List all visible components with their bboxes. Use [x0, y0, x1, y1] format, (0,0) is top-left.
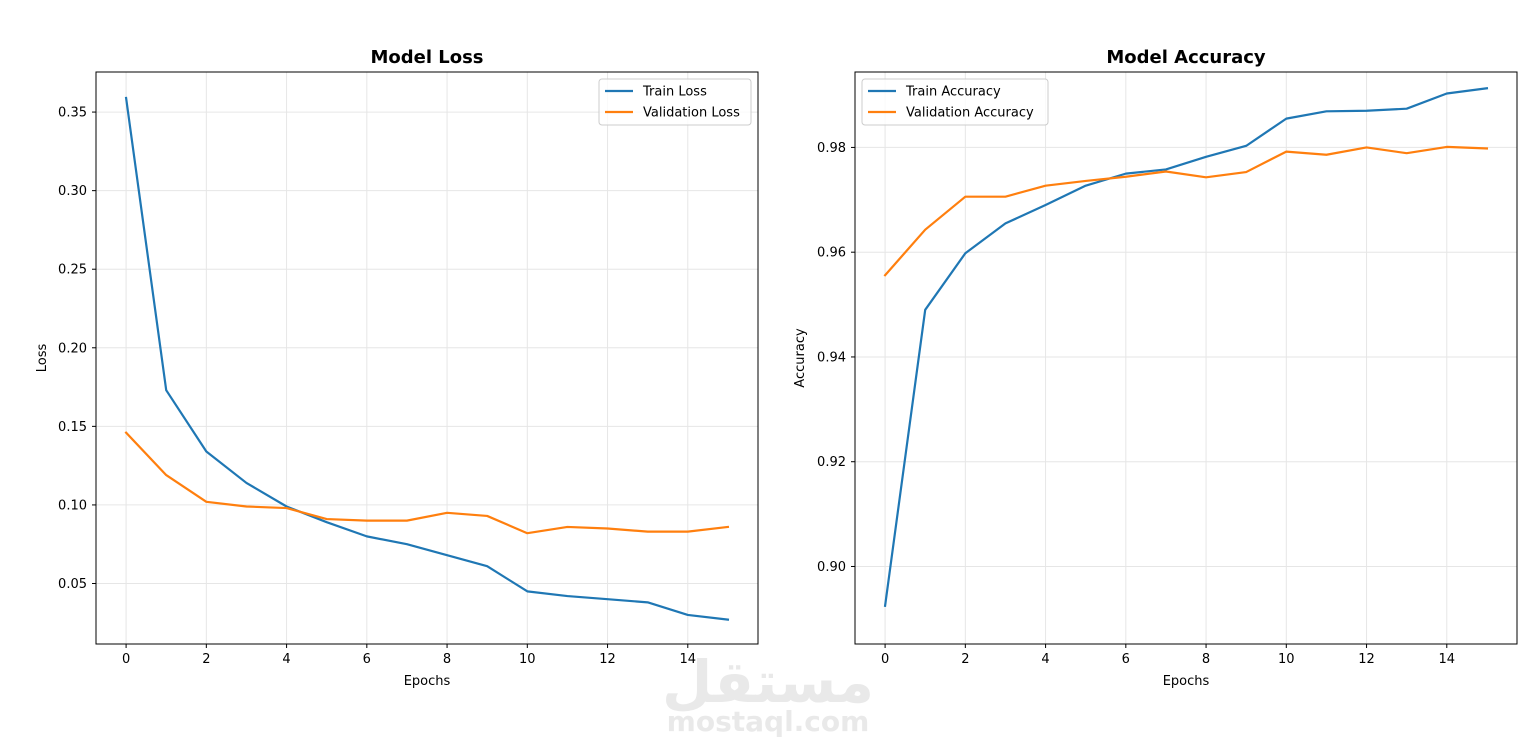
x-tick-label: 14: [1439, 652, 1456, 667]
y-tick-label: 0.90: [817, 560, 846, 575]
y-tick-label: 0.30: [58, 184, 87, 199]
y-tick-label: 0.15: [58, 420, 87, 435]
x-axis-label: Epochs: [404, 674, 451, 689]
x-tick-label: 14: [680, 652, 697, 667]
legend-box: [861, 78, 1049, 126]
watermark: مستقل mostaql.com: [662, 648, 874, 738]
x-axis-label: Epochs: [1163, 674, 1210, 689]
legend: Train Loss Validation Loss: [598, 78, 752, 126]
x-tick-label: 12: [1358, 652, 1375, 667]
y-tick-label: 0.94: [817, 350, 846, 365]
y-tick-label: 0.35: [58, 106, 87, 121]
x-tick-label: 0: [122, 652, 130, 667]
watermark-latin: mostaql.com: [667, 705, 870, 738]
x-tick-label: 10: [519, 652, 536, 667]
y-tick-label: 0.05: [58, 577, 87, 592]
grid: [855, 72, 1517, 644]
x-tick-label: 4: [282, 652, 290, 667]
x-tick-label: 6: [1122, 652, 1130, 667]
x-tick-label: 6: [363, 652, 371, 667]
chart-title: Model Accuracy: [1106, 47, 1266, 68]
model-accuracy-chart: 0 2 4 6 8 10 12 14 0.90 0.92 0.94 0.96 0.98 Model Acc…: [793, 47, 1518, 689]
series-line-validation-loss: [124, 431, 730, 535]
y-tick-label: 0.98: [817, 141, 846, 156]
model-loss-chart: 0 2 4 6 8 10 12 14 0.05 0.10 0.15 0.20 0.25 0.30 0.35 M…: [35, 47, 759, 689]
x-tick-label: 4: [1041, 652, 1049, 667]
chart-title: Model Loss: [370, 47, 483, 68]
grid: [96, 72, 758, 644]
x-tick-label: 10: [1278, 652, 1295, 667]
series-line-validation-accuracy: [883, 145, 1489, 277]
series-line-train-accuracy: [883, 87, 1489, 607]
y-tick-label: 0.25: [58, 263, 87, 278]
y-axis-label: Loss: [35, 344, 50, 373]
y-tick-label: 0.10: [58, 498, 87, 513]
y-tick-label: 0.20: [58, 341, 87, 356]
legend: Train Accuracy Validation Accuracy: [861, 78, 1049, 126]
legend-label-validation-accuracy: Validation Accuracy: [906, 106, 1034, 121]
legend-label-validation-loss: Validation Loss: [643, 106, 740, 121]
x-tick-label: 0: [881, 652, 889, 667]
x-tick-label: 8: [443, 652, 451, 667]
series-line-train-loss: [124, 96, 730, 621]
legend-label-train-accuracy: Train Accuracy: [905, 85, 1001, 100]
x-tick-label: 2: [961, 652, 969, 667]
x-tick-label: 12: [599, 652, 616, 667]
plot-frame: [854, 71, 1518, 645]
y-axis-label: Accuracy: [793, 328, 808, 388]
y-tick-label: 0.92: [817, 455, 846, 470]
watermark-arabic: مستقل: [662, 648, 874, 716]
legend-label-train-loss: Train Loss: [642, 85, 707, 100]
y-tick-label: 0.96: [817, 246, 846, 261]
legend-box: [598, 78, 752, 126]
x-tick-label: 2: [202, 652, 210, 667]
x-tick-label: 8: [1202, 652, 1210, 667]
plot-frame: [95, 71, 759, 645]
